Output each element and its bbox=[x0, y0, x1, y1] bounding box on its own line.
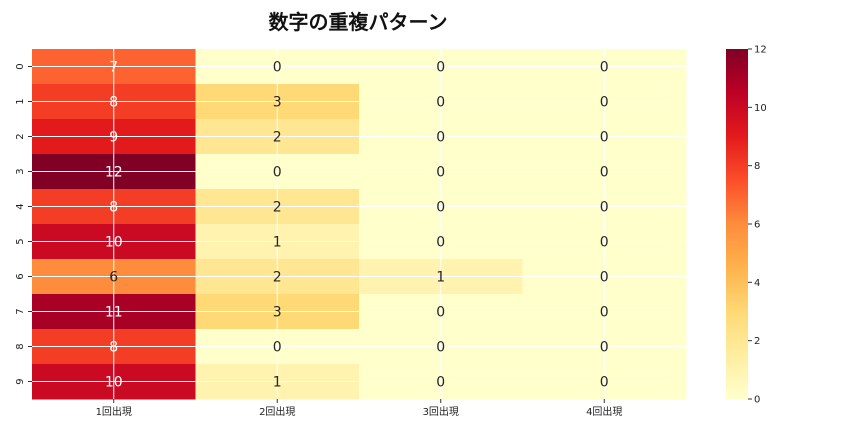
cell-value-label: 0 bbox=[436, 305, 445, 321]
y-tick-label: 3 bbox=[15, 168, 26, 174]
y-tick-label: 8 bbox=[15, 343, 26, 349]
y-tick-label: 7 bbox=[15, 308, 26, 314]
cell-value-label: 6 bbox=[109, 270, 118, 286]
cell-value-label: 0 bbox=[600, 235, 609, 251]
cell-value-label: 0 bbox=[600, 375, 609, 391]
gridlines bbox=[32, 49, 686, 399]
colorbar-tick-label: 0 bbox=[754, 395, 760, 406]
cell-value-label: 0 bbox=[600, 270, 609, 286]
cell-value-label: 12 bbox=[105, 165, 123, 181]
cell-value-label: 0 bbox=[273, 340, 282, 356]
colorbar-tick-label: 6 bbox=[754, 220, 760, 231]
cell-value-label: 1 bbox=[436, 270, 445, 286]
colorbar-tick-label: 10 bbox=[754, 103, 767, 114]
chart-title: 数字の重複パターン bbox=[269, 10, 448, 34]
cell-value-label: 1 bbox=[273, 235, 282, 251]
x-tick-label: 4回出現 bbox=[586, 405, 622, 418]
y-tick-label: 2 bbox=[15, 133, 26, 139]
y-tick-label: 6 bbox=[15, 273, 26, 279]
cell-value-label: 10 bbox=[105, 235, 123, 251]
colorbar: 0 2 4 6 8 10 12 bbox=[726, 45, 767, 406]
cell-value-label: 3 bbox=[273, 95, 282, 111]
cell-labels: 7 0 0 08 3 0 09 2 0 012 0 0 08 2 0 010 1 0 06 2 1 011 3 0 08 0 0 01… bbox=[105, 60, 609, 391]
cell-value-label: 0 bbox=[436, 165, 445, 181]
cell-value-label: 0 bbox=[436, 200, 445, 216]
y-tick-label: 9 bbox=[15, 378, 26, 384]
colorbar-gradient bbox=[726, 49, 748, 399]
cell-value-label: 9 bbox=[109, 130, 118, 146]
y-tick-label: 1 bbox=[15, 98, 26, 104]
cell-value-label: 0 bbox=[600, 200, 609, 216]
colorbar-tick-label: 12 bbox=[754, 45, 767, 56]
y-axis: 0 1 2 3 4 5 6 7 8 9 bbox=[15, 63, 32, 385]
cell-value-label: 0 bbox=[273, 165, 282, 181]
cell-value-label: 0 bbox=[436, 130, 445, 146]
x-axis: 1回出現 2回出現 3回出現 4回出現 bbox=[96, 399, 622, 418]
cell-value-label: 0 bbox=[436, 340, 445, 356]
cell-value-label: 0 bbox=[436, 235, 445, 251]
cell-value-label: 0 bbox=[600, 60, 609, 76]
cell-value-label: 0 bbox=[436, 60, 445, 76]
cell-value-label: 0 bbox=[436, 375, 445, 391]
cell-value-label: 2 bbox=[273, 130, 282, 146]
y-tick-label: 5 bbox=[15, 238, 26, 244]
cell-value-label: 1 bbox=[273, 375, 282, 391]
cell-value-label: 0 bbox=[600, 165, 609, 181]
cell-value-label: 8 bbox=[109, 340, 118, 356]
cell-value-label: 0 bbox=[436, 95, 445, 111]
cell-value-label: 2 bbox=[273, 200, 282, 216]
cell-value-label: 3 bbox=[273, 305, 282, 321]
cell-value-label: 0 bbox=[600, 305, 609, 321]
colorbar-tick-label: 4 bbox=[754, 278, 760, 289]
x-tick-label: 2回出現 bbox=[259, 405, 295, 418]
cell-value-label: 8 bbox=[109, 200, 118, 216]
x-tick-label: 1回出現 bbox=[96, 405, 132, 418]
y-tick-label: 0 bbox=[15, 63, 26, 69]
x-tick-label: 3回出現 bbox=[423, 405, 459, 418]
colorbar-tick-label: 2 bbox=[754, 336, 760, 347]
cell-value-label: 0 bbox=[600, 95, 609, 111]
y-tick-label: 4 bbox=[15, 203, 26, 209]
cell-value-label: 7 bbox=[109, 60, 118, 76]
cell-value-label: 2 bbox=[273, 270, 282, 286]
cell-value-label: 11 bbox=[105, 305, 123, 321]
cell-value-label: 10 bbox=[105, 375, 123, 391]
colorbar-tick-label: 8 bbox=[754, 161, 760, 172]
cell-value-label: 8 bbox=[109, 95, 118, 111]
cell-value-label: 0 bbox=[600, 130, 609, 146]
cell-value-label: 0 bbox=[273, 60, 282, 76]
cell-value-label: 0 bbox=[600, 340, 609, 356]
